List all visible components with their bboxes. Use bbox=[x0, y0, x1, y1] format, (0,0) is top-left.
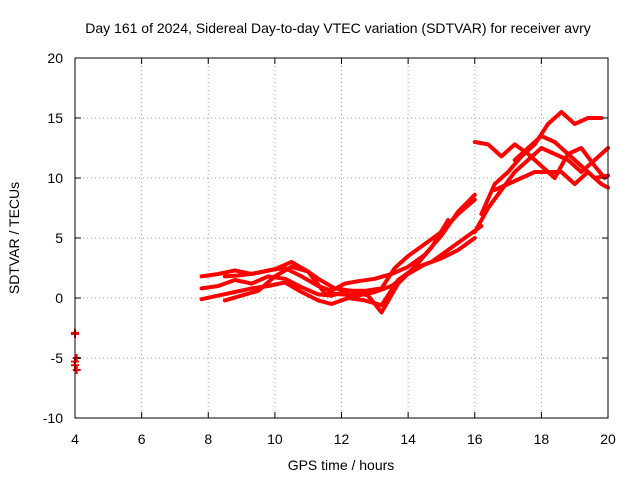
x-tick-label: 10 bbox=[267, 431, 283, 447]
series-trace-8 bbox=[472, 140, 610, 180]
series-trace-4 bbox=[222, 236, 477, 303]
y-tick-label: 5 bbox=[55, 230, 63, 246]
series-trace-2 bbox=[199, 197, 477, 298]
y-tick-label: -10 bbox=[43, 410, 63, 426]
y-tick-labels: 20 15 10 5 0 -5 -10 bbox=[43, 50, 63, 426]
series-trace-10 bbox=[512, 134, 607, 180]
y-tick-label: 20 bbox=[47, 50, 63, 66]
series-layer bbox=[199, 110, 610, 315]
x-tick-label: 4 bbox=[71, 431, 79, 447]
data-point bbox=[72, 366, 81, 374]
series-trace-9 bbox=[492, 170, 610, 192]
chart-title: Day 161 of 2024, Sidereal Day-to-day VTE… bbox=[85, 20, 591, 36]
x-tick-label: 16 bbox=[467, 431, 483, 447]
isolated-points bbox=[71, 328, 81, 374]
y-tick-label: 0 bbox=[55, 290, 63, 306]
x-tick-label: 8 bbox=[204, 431, 212, 447]
grid bbox=[75, 58, 608, 418]
y-tick-label: 10 bbox=[47, 170, 63, 186]
x-tick-label: 14 bbox=[400, 431, 416, 447]
x-tick-label: 6 bbox=[138, 431, 146, 447]
x-tick-label: 18 bbox=[534, 431, 550, 447]
x-tick-label: 12 bbox=[334, 431, 350, 447]
y-tick-label: 15 bbox=[47, 110, 63, 126]
y-tick-label: -5 bbox=[51, 350, 64, 366]
x-tick-label: 20 bbox=[600, 431, 616, 447]
x-tick-labels: 4 6 8 10 12 14 16 18 20 bbox=[71, 431, 616, 447]
series-trace-5 bbox=[222, 218, 451, 315]
x-axis-label: GPS time / hours bbox=[288, 457, 395, 473]
axis-ticks bbox=[74, 57, 609, 419]
y-axis-label: SDTVAR / TECUs bbox=[6, 182, 22, 294]
